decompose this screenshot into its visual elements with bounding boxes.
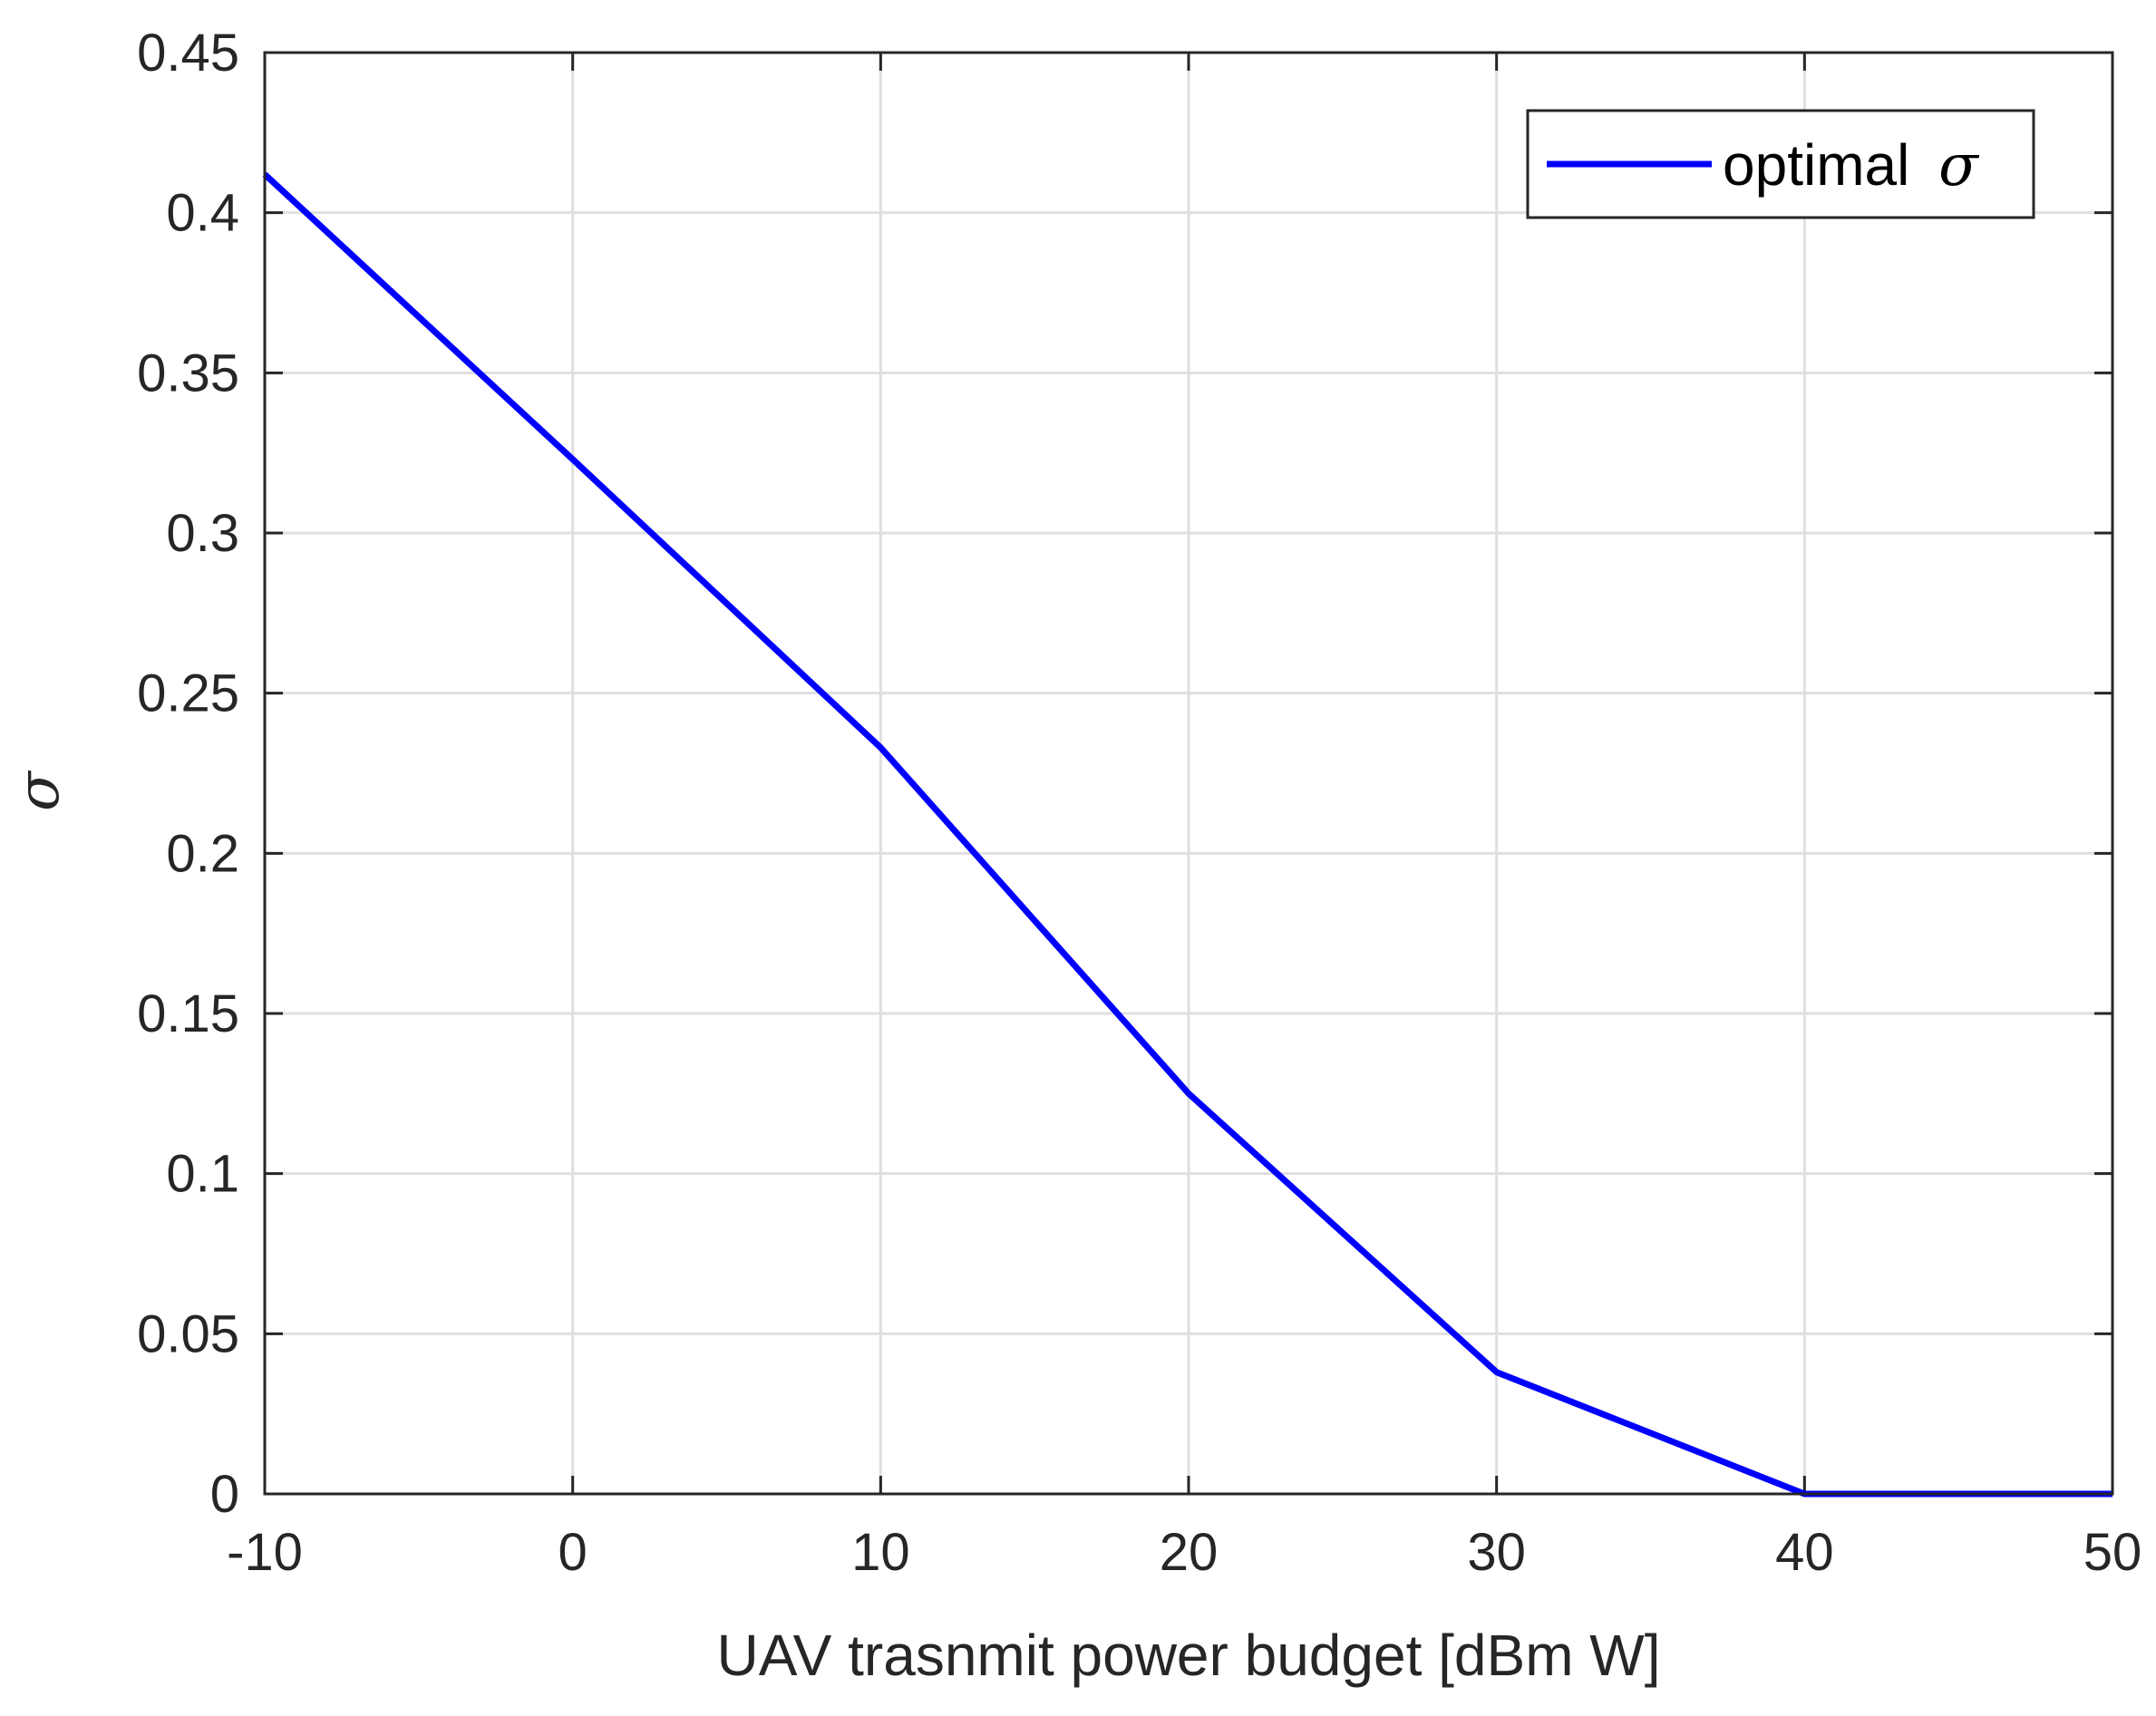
legend: optimal σ <box>1526 109 2035 219</box>
x-tick-label: 30 <box>1467 1523 1526 1582</box>
x-tick-label: 50 <box>2083 1523 2142 1582</box>
y-tick-label: 0.3 <box>166 504 239 563</box>
x-axis-title: UAV trasnmit power budget [dBm W] <box>717 1623 1661 1688</box>
y-tick-label: 0.2 <box>166 824 239 883</box>
y-tick-label: 0 <box>210 1465 239 1524</box>
y-tick-label: 0.1 <box>166 1145 239 1204</box>
x-tick-label: 20 <box>1160 1523 1219 1582</box>
x-tick-label: 10 <box>851 1523 910 1582</box>
axes-box <box>263 51 2114 1496</box>
legend-entry-label: optimal σ <box>1723 132 1980 199</box>
tick-labels: -10 0 10 20 30 40 5000.050.10.150.20.250.30.35… <box>137 24 2141 1582</box>
x-tick-label: -10 <box>227 1523 303 1582</box>
x-tick-label: 40 <box>1775 1523 1834 1582</box>
legend-entry-text: optimal <box>1723 132 1909 198</box>
y-tick-label: 0.25 <box>137 664 239 723</box>
legend-entry-symbol: σ <box>1938 132 1980 199</box>
y-tick-label: 0.05 <box>137 1304 239 1363</box>
y-tick-label: 0.35 <box>137 344 239 402</box>
y-tick-label: 0.4 <box>166 184 239 243</box>
y-tick-label: 0.15 <box>137 984 239 1043</box>
y-axis-title: σ <box>5 770 73 811</box>
x-tick-label: 0 <box>558 1523 588 1582</box>
y-tick-label: 0.45 <box>137 24 239 82</box>
